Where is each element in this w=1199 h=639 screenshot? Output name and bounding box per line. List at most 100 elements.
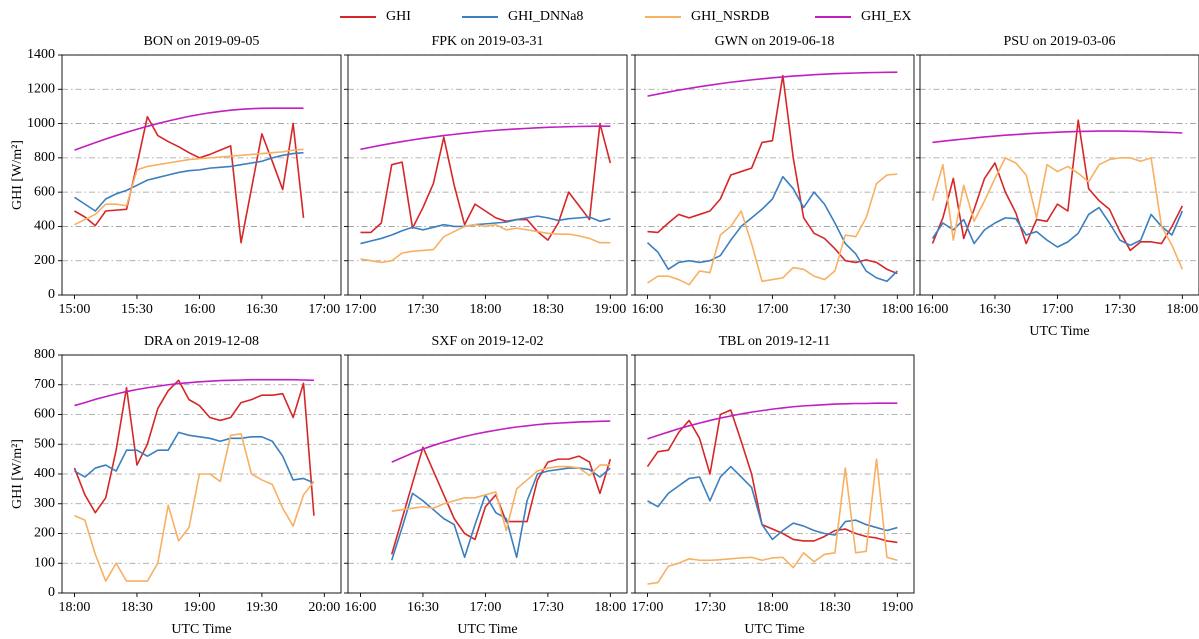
- x-axis-label: UTC Time: [171, 622, 231, 637]
- panel-title: PSU on 2019-03-06: [1003, 34, 1115, 49]
- x-tick-label: 18:00: [756, 600, 788, 615]
- x-tick-label: 17:30: [407, 302, 439, 317]
- y-tick-label: 200: [34, 253, 55, 268]
- series-line: [74, 378, 314, 407]
- y-tick-label: 100: [34, 555, 55, 570]
- series-line: [360, 215, 611, 245]
- y-tick-label: 700: [34, 377, 55, 392]
- x-tick-label: 18:30: [532, 302, 564, 317]
- series-line: [391, 420, 611, 463]
- series-line: [360, 122, 612, 241]
- x-axis-label: UTC Time: [1029, 324, 1089, 339]
- x-tick-label: 18:30: [121, 600, 153, 615]
- legend-label: GHI_NSRDB: [691, 9, 770, 24]
- series-line: [74, 107, 304, 151]
- y-tick-label: 400: [34, 219, 55, 234]
- y-tick-label: 800: [34, 347, 55, 362]
- x-tick-label: 17:00: [308, 302, 340, 317]
- panel-title: BON on 2019-09-05: [144, 34, 260, 49]
- series-line: [647, 458, 898, 585]
- plot-frame: [347, 54, 628, 296]
- legend-label: GHI_DNNa8: [508, 9, 583, 24]
- panel-title: SXF on 2019-12-02: [431, 334, 543, 349]
- x-tick-label: 16:30: [694, 302, 726, 317]
- x-axis-label: UTC Time: [457, 622, 517, 637]
- x-tick-label: 18:00: [881, 302, 913, 317]
- x-tick-label: 16:00: [917, 302, 949, 317]
- x-tick-label: 18:00: [594, 600, 626, 615]
- y-axis-label: GHI [W/m²]: [10, 140, 25, 210]
- plot-frame: [634, 54, 915, 296]
- x-tick-label: 17:00: [632, 600, 664, 615]
- series-line: [932, 130, 1183, 144]
- y-tick-label: 1400: [27, 47, 55, 62]
- series-line: [931, 206, 1184, 248]
- series-line: [74, 148, 304, 226]
- series-line: [647, 71, 898, 97]
- plot-frame: [634, 354, 915, 594]
- x-tick-label: 16:00: [632, 302, 664, 317]
- y-tick-label: 200: [34, 526, 55, 541]
- x-tick-label: 16:00: [345, 600, 377, 615]
- x-tick-label: 17:00: [756, 302, 788, 317]
- x-tick-label: 17:00: [1041, 302, 1073, 317]
- series-line: [74, 151, 304, 212]
- x-tick-label: 20:00: [308, 600, 340, 615]
- x-tick-label: 18:00: [1166, 302, 1198, 317]
- series-line: [647, 465, 898, 541]
- series-line: [647, 74, 898, 275]
- series-line: [360, 223, 611, 264]
- series-line: [931, 119, 1184, 252]
- series-line: [646, 409, 898, 544]
- panel-title: GWN on 2019-06-18: [715, 34, 835, 49]
- x-tick-label: 17:30: [819, 302, 851, 317]
- series-line: [74, 115, 305, 244]
- x-tick-label: 17:00: [345, 302, 377, 317]
- x-axis-label: UTC Time: [744, 622, 804, 637]
- y-tick-label: 800: [34, 150, 55, 165]
- series-line: [646, 175, 898, 283]
- x-tick-label: 18:30: [819, 600, 851, 615]
- panel-title: TBL on 2019-12-11: [719, 334, 831, 349]
- series-line: [391, 464, 611, 532]
- panel-title: DRA on 2019-12-08: [144, 334, 259, 349]
- series-line: [647, 173, 898, 286]
- x-tick-label: 18:00: [59, 600, 91, 615]
- y-tick-label: 1200: [27, 82, 55, 97]
- plot-frame: [919, 54, 1199, 296]
- x-tick-label: 15:30: [121, 302, 153, 317]
- series-line: [360, 125, 611, 151]
- plot-frame: [61, 54, 342, 296]
- x-tick-label: 18:00: [469, 302, 501, 317]
- legend-label: GHI: [386, 9, 411, 24]
- x-tick-label: 17:30: [694, 600, 726, 615]
- y-tick-label: 0: [48, 287, 55, 302]
- series-line: [74, 431, 315, 484]
- x-tick-label: 16:00: [183, 302, 215, 317]
- x-tick-label: 17:30: [1104, 302, 1136, 317]
- y-tick-label: 1000: [27, 116, 55, 131]
- y-axis-label: GHI [W/m²]: [10, 439, 25, 509]
- y-tick-label: 600: [34, 407, 55, 422]
- y-tick-label: 400: [34, 466, 55, 481]
- x-tick-label: 17:30: [532, 600, 564, 615]
- x-tick-label: 19:30: [246, 600, 278, 615]
- y-tick-label: 600: [34, 184, 55, 199]
- y-tick-label: 300: [34, 496, 55, 511]
- plot-frame: [61, 354, 342, 594]
- series-line: [647, 402, 898, 440]
- panel-title: FPK on 2019-03-31: [431, 34, 543, 49]
- x-tick-label: 19:00: [183, 600, 215, 615]
- x-tick-label: 19:00: [881, 600, 913, 615]
- series-line: [73, 379, 315, 516]
- series-line: [931, 157, 1184, 270]
- y-tick-label: 0: [48, 585, 55, 600]
- x-tick-label: 15:00: [59, 302, 91, 317]
- y-tick-label: 500: [34, 436, 55, 451]
- series-line: [390, 446, 612, 555]
- series-line: [74, 433, 315, 582]
- x-tick-label: 17:00: [469, 600, 501, 615]
- x-tick-label: 16:30: [407, 600, 439, 615]
- legend-label: GHI_EX: [861, 9, 912, 24]
